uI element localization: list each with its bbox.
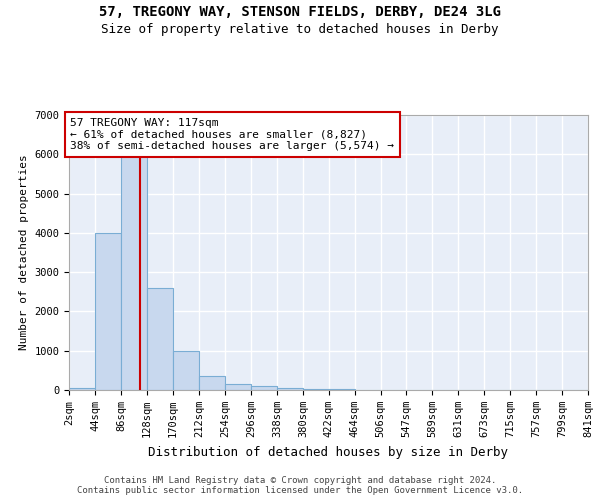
Bar [121,130,147,390]
Text: Size of property relative to detached houses in Derby: Size of property relative to detached ho… [101,22,499,36]
Bar [225,384,251,390]
Bar [147,288,173,390]
Bar [69,388,95,390]
X-axis label: Distribution of detached houses by size in Derby: Distribution of detached houses by size … [149,446,509,458]
Text: 57 TREGONY WAY: 117sqm
← 61% of detached houses are smaller (8,827)
38% of semi-: 57 TREGONY WAY: 117sqm ← 61% of detached… [70,118,394,151]
Bar [251,386,277,390]
Bar [277,388,303,390]
Text: 57, TREGONY WAY, STENSON FIELDS, DERBY, DE24 3LG: 57, TREGONY WAY, STENSON FIELDS, DERBY, … [99,5,501,19]
Bar [173,350,199,390]
Y-axis label: Number of detached properties: Number of detached properties [19,154,29,350]
Bar [95,233,121,390]
Bar [303,389,329,390]
Bar [199,376,225,390]
Bar [329,389,355,390]
Text: Contains HM Land Registry data © Crown copyright and database right 2024.
Contai: Contains HM Land Registry data © Crown c… [77,476,523,495]
